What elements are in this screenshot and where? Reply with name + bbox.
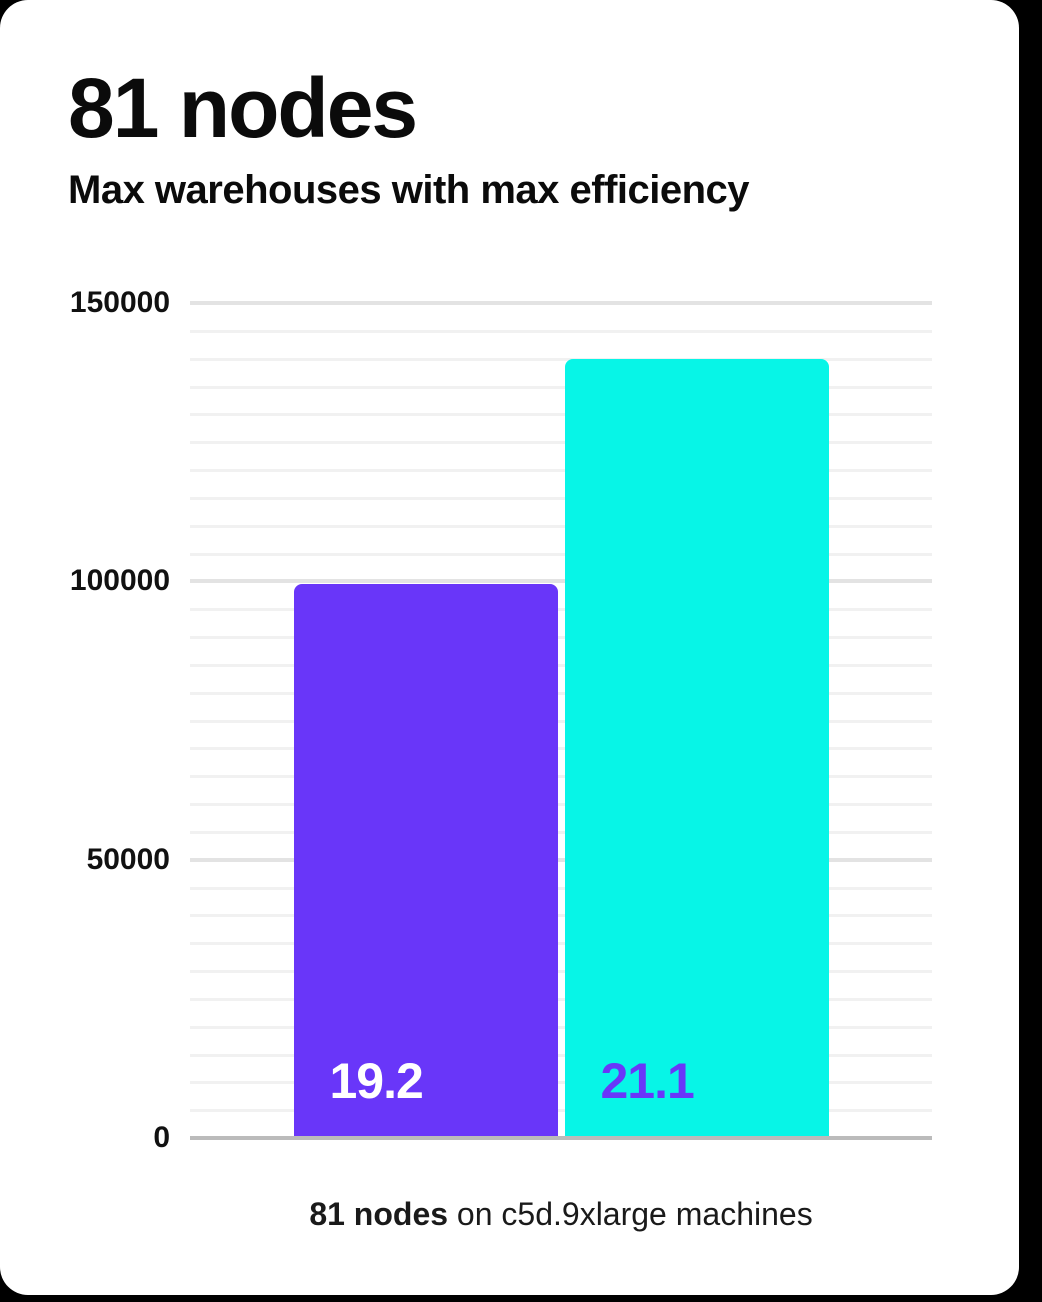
major-gridline: [190, 301, 932, 305]
minor-gridline: [190, 552, 932, 556]
minor-gridline: [190, 970, 932, 973]
minor-gridline: [190, 775, 932, 779]
minor-gridline: [190, 997, 932, 1001]
minor-gridline: [190, 691, 932, 695]
minor-gridline: [190, 914, 932, 918]
y-axis: 0 50000 100000 150000: [0, 286, 170, 1154]
x-axis-baseline: [190, 1136, 932, 1140]
minor-gridline: [190, 441, 932, 445]
minor-gridline: [190, 385, 932, 389]
minor-gridline: [190, 1053, 932, 1057]
y-tick-label: 100000: [69, 564, 170, 598]
y-tick-label: 150000: [69, 286, 170, 319]
minor-gridline: [190, 357, 932, 361]
minor-gridline: [190, 469, 932, 472]
minor-gridline: [190, 636, 932, 639]
bar-value-label: 19.2: [329, 1053, 424, 1109]
minor-gridline: [190, 942, 932, 946]
y-tick-label: 50000: [86, 842, 170, 876]
chart-title: 81 nodes: [68, 61, 418, 155]
minor-gridline: [190, 329, 932, 333]
minor-gridline: [190, 496, 932, 500]
chart-caption: 81 nodes on c5d.9xlarge machines: [190, 1196, 932, 1233]
caption-text: on c5d.9xlarge machines: [448, 1196, 813, 1232]
caption-highlight: 81 nodes: [309, 1196, 449, 1232]
bar-21.1: 21.1: [564, 358, 829, 1138]
bar-value-label: 21.1: [600, 1053, 695, 1109]
chart-subtitle: Max warehouses with max efficiency: [68, 168, 750, 212]
minor-gridline: [190, 663, 932, 667]
major-gridline: [190, 579, 932, 584]
bar-chart: 0 50000 100000 150000 19.2 21.1: [0, 286, 1019, 1154]
minor-gridline: [190, 886, 932, 890]
minor-gridline: [190, 1081, 932, 1085]
chart-card: 81 nodes Max warehouses with max efficie…: [0, 0, 1019, 1295]
minor-gridline: [190, 608, 932, 612]
y-tick-label: 0: [153, 1121, 170, 1154]
minor-gridline: [190, 1025, 932, 1029]
major-gridline: [190, 857, 932, 862]
minor-gridline: [190, 803, 932, 806]
bar-19.2: 19.2: [293, 584, 558, 1138]
minor-gridline: [190, 413, 932, 417]
minor-gridline: [190, 1109, 932, 1113]
minor-gridline: [190, 830, 932, 834]
minor-gridline: [190, 524, 932, 528]
plot-area: 19.2 21.1: [190, 301, 932, 1140]
minor-gridline: [190, 719, 932, 723]
minor-gridline: [190, 747, 932, 751]
